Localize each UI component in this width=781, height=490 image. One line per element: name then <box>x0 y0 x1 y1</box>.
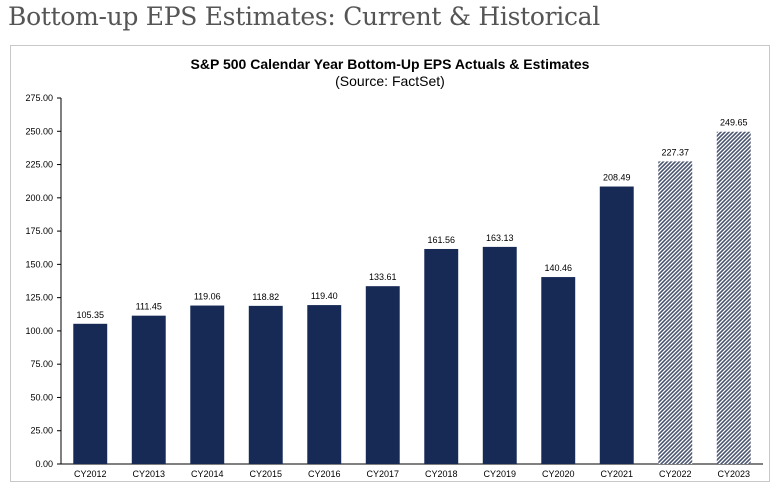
y-axis: 0.00 25.00 50.00 75.00 100.00 125.00 150.00 175… <box>25 93 62 469</box>
bar-actual <box>541 277 576 464</box>
y-tick-label: 25.00 <box>30 426 53 436</box>
y-tick-label: 250.00 <box>25 126 53 136</box>
x-category-label: CY2022 <box>659 469 692 479</box>
bar-estimate <box>658 161 693 464</box>
bar-actual <box>599 186 634 464</box>
x-category-label: CY2020 <box>542 469 575 479</box>
bar-actual <box>424 248 459 464</box>
bar-value-label: 227.37 <box>661 147 689 157</box>
x-category-label: CY2012 <box>74 469 107 479</box>
y-tick-label: 125.00 <box>25 293 53 303</box>
y-tick-label: 175.00 <box>25 226 53 236</box>
bar-value-label: 118.82 <box>252 292 279 302</box>
x-category-label: CY2014 <box>191 469 224 479</box>
bar-value-label: 133.61 <box>369 272 397 282</box>
bar-actual <box>307 305 342 464</box>
chart-subtitle: (Source: FactSet) <box>335 73 445 89</box>
bar-value-label: 208.49 <box>603 173 631 183</box>
x-category-label: CY2023 <box>717 469 750 479</box>
bar-chart: 0.00 25.00 50.00 75.00 100.00 125.00 150.00 175… <box>25 93 763 479</box>
chart-frame: S&P 500 Calendar Year Bottom-Up EPS Actu… <box>10 45 770 482</box>
x-axis: CY2012 CY2013 CY2014 CY2015 CY2016 CY2017 CY20… <box>61 463 763 479</box>
bar-value-label: 249.65 <box>720 118 748 128</box>
x-category-label: CY2017 <box>366 469 399 479</box>
bar-actual <box>73 323 108 464</box>
bar-value-label: 119.06 <box>194 292 221 302</box>
y-tick-label: 50.00 <box>30 392 53 402</box>
bars: 105.35 111.45 119.06 118.82 119.40 133.61 161.… <box>73 118 751 464</box>
bar-value-label: 163.13 <box>486 233 514 243</box>
x-category-label: CY2021 <box>600 469 633 479</box>
bar-actual <box>248 305 283 464</box>
y-tick-label: 200.00 <box>25 193 53 203</box>
bar-value-label: 161.56 <box>427 235 455 245</box>
x-category-label: CY2016 <box>308 469 341 479</box>
bar-value-label: 140.46 <box>544 263 572 273</box>
chart-title: S&P 500 Calendar Year Bottom-Up EPS Actu… <box>190 56 590 72</box>
y-tick-label: 0.00 <box>35 459 53 469</box>
bar-estimate <box>716 131 751 464</box>
x-category-label: CY2015 <box>249 469 282 479</box>
bar-actual <box>190 305 225 464</box>
y-tick-label: 275.00 <box>25 93 53 103</box>
bar-actual <box>482 246 517 464</box>
y-tick-label: 100.00 <box>25 326 53 336</box>
bar-value-label: 105.35 <box>76 310 104 320</box>
bar-actual <box>131 315 166 464</box>
y-tick-label: 150.00 <box>25 259 53 269</box>
bar-actual <box>365 286 400 464</box>
y-tick-label: 225.00 <box>25 160 53 170</box>
page-heading: Bottom-up EPS Estimates: Current & Histo… <box>8 2 600 31</box>
bar-value-label: 111.45 <box>136 302 162 312</box>
x-category-label: CY2013 <box>132 469 165 479</box>
bar-value-label: 119.40 <box>311 291 338 301</box>
y-tick-label: 75.00 <box>30 359 53 369</box>
x-category-label: CY2019 <box>483 469 516 479</box>
x-category-label: CY2018 <box>425 469 458 479</box>
